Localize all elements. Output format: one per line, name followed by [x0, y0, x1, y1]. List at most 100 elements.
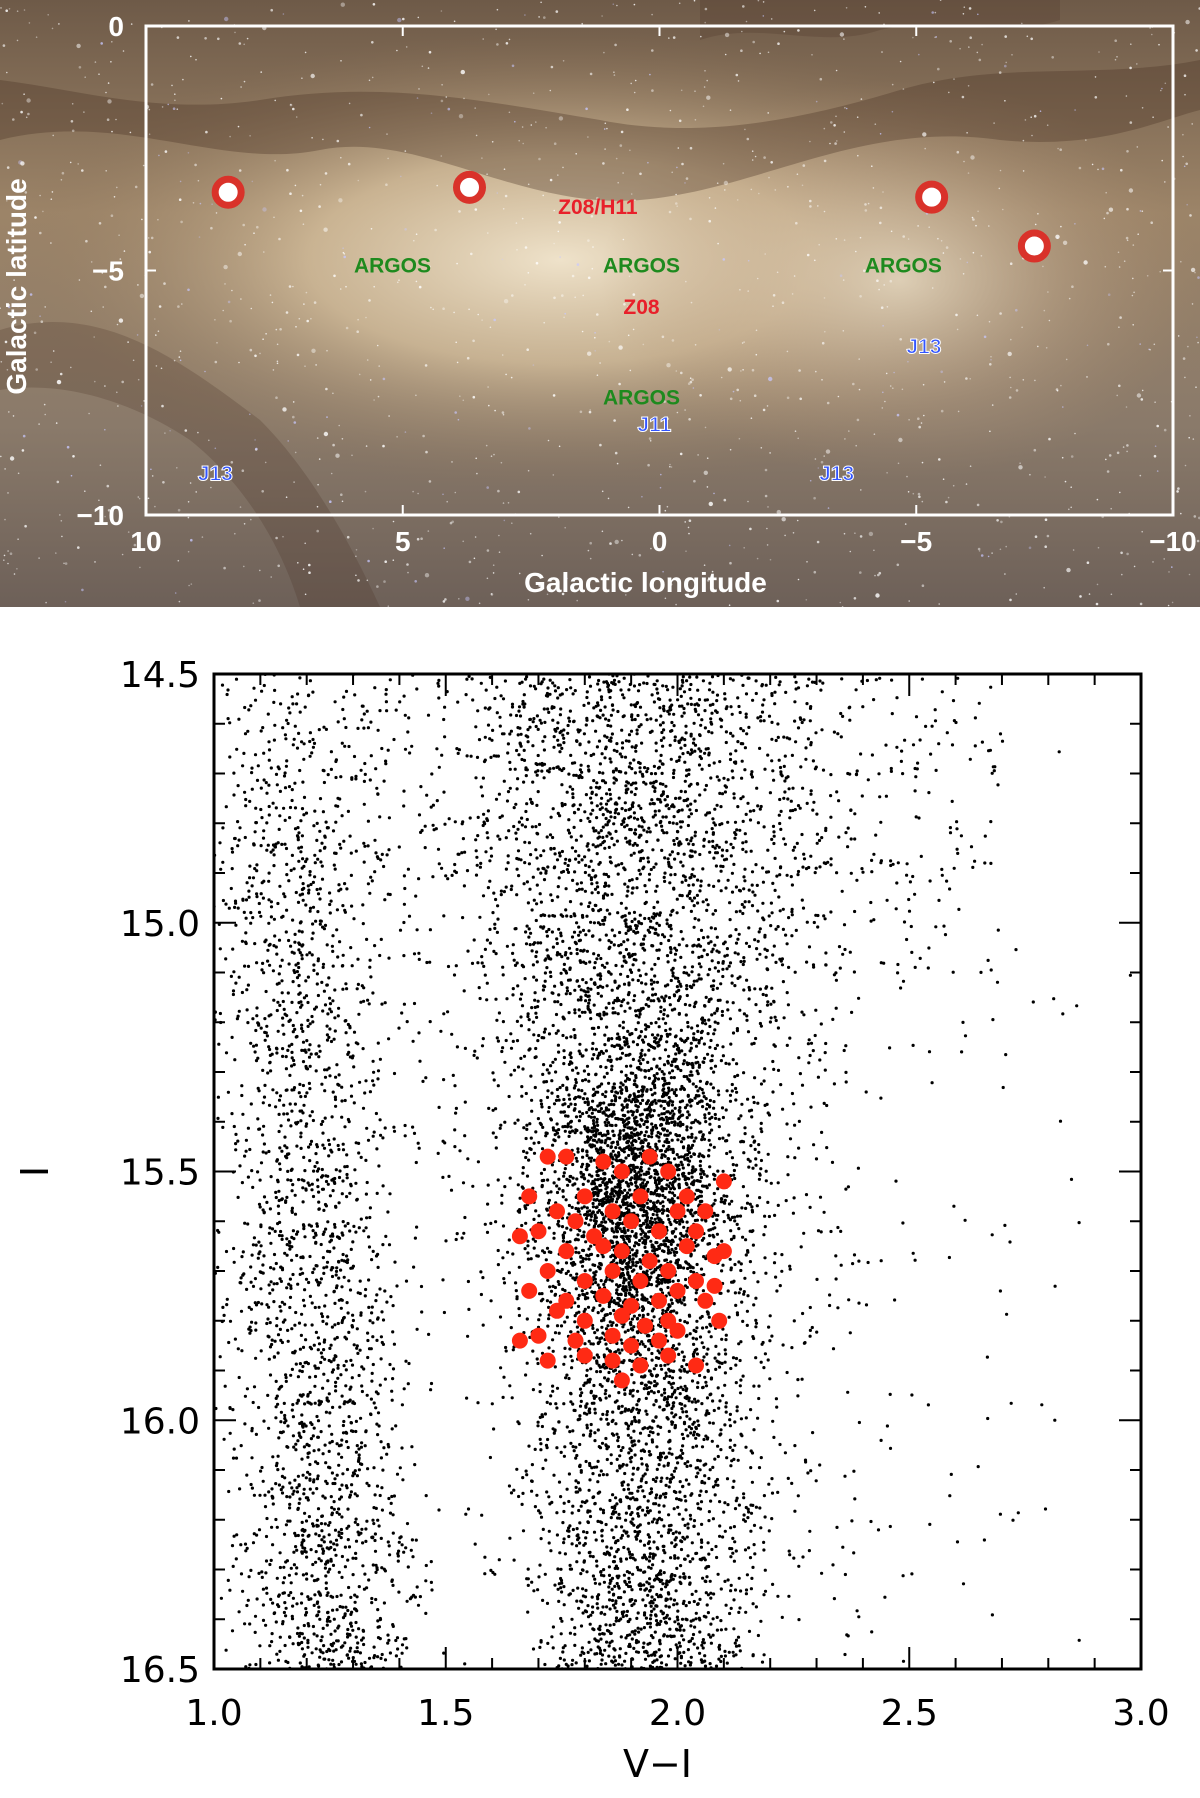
field-star-point — [455, 871, 458, 874]
field-star-point — [533, 899, 536, 902]
field-star-point — [596, 1597, 599, 1600]
field-star-point — [659, 1620, 662, 1623]
background-star — [459, 114, 463, 118]
field-star-point — [676, 1618, 679, 1621]
field-star-point — [661, 1309, 664, 1312]
background-star — [688, 382, 691, 385]
background-star — [604, 128, 606, 130]
background-star — [824, 297, 826, 299]
background-star — [254, 355, 257, 358]
field-star-point — [541, 1413, 544, 1416]
field-star-point — [761, 902, 764, 905]
background-star — [451, 461, 453, 463]
field-star-point — [557, 686, 560, 689]
field-star-point — [681, 1518, 684, 1521]
field-star-point — [603, 1172, 606, 1175]
background-star — [681, 163, 684, 166]
field-star-point — [742, 887, 745, 890]
background-star — [897, 414, 900, 417]
background-star — [467, 357, 470, 360]
field-star-point — [618, 1454, 621, 1457]
field-star-point — [594, 730, 597, 733]
field-star-point — [716, 1233, 719, 1236]
field-star-point — [419, 785, 422, 788]
field-star-point — [662, 721, 665, 724]
field-star-point — [702, 1386, 705, 1389]
background-star — [441, 10, 443, 12]
background-star — [881, 306, 884, 309]
field-star-point — [724, 1352, 727, 1355]
background-star — [903, 88, 905, 90]
field-star-point — [589, 786, 592, 789]
field-star-point — [658, 809, 661, 812]
background-star — [1116, 395, 1118, 397]
background-star — [1030, 116, 1032, 118]
field-star-point — [606, 984, 609, 987]
background-star — [970, 465, 972, 467]
field-star-point — [496, 931, 499, 934]
background-star — [138, 496, 140, 498]
field-star-point — [606, 1458, 609, 1461]
field-star-point — [673, 724, 676, 727]
field-star-point — [724, 1654, 727, 1657]
field-star-point — [718, 1366, 721, 1369]
field-star-point — [407, 868, 410, 871]
field-star-point — [678, 756, 681, 759]
field-star-point — [575, 1486, 578, 1489]
background-star — [981, 255, 983, 257]
field-star-point — [575, 1544, 578, 1547]
field-star-point — [611, 1432, 614, 1435]
field-star-point — [665, 1404, 668, 1407]
field-star-point — [524, 977, 527, 980]
field-star-point — [712, 984, 715, 987]
background-star — [977, 14, 979, 16]
background-star — [277, 344, 279, 346]
background-star — [594, 350, 596, 352]
background-star — [29, 22, 31, 24]
background-star — [458, 419, 460, 421]
field-star-point — [692, 983, 695, 986]
background-star — [1124, 260, 1126, 262]
background-star — [688, 533, 690, 535]
background-star — [522, 126, 524, 128]
background-star — [704, 70, 706, 72]
background-star — [531, 124, 533, 126]
field-star-point — [587, 1002, 590, 1005]
background-star — [651, 14, 653, 16]
background-star — [95, 61, 97, 63]
field-star-point — [600, 695, 603, 698]
field-star-point — [660, 1579, 663, 1582]
circle-field-3 — [919, 184, 945, 210]
field-star-point — [507, 790, 510, 793]
field-star-point — [500, 1194, 503, 1197]
field-star-point — [600, 1658, 603, 1661]
field-star-point — [530, 1006, 533, 1009]
background-star — [416, 281, 418, 283]
background-star — [836, 70, 838, 72]
background-star — [42, 211, 44, 213]
field-star-point — [603, 1353, 606, 1356]
background-star — [668, 37, 670, 39]
field-star-point — [608, 1565, 611, 1568]
background-star — [150, 469, 152, 471]
field-star-point — [513, 959, 516, 962]
background-star — [996, 519, 999, 522]
field-star-point — [806, 1471, 809, 1474]
field-star-point — [641, 990, 644, 993]
background-star — [1121, 574, 1123, 576]
field-star-point — [473, 938, 476, 941]
field-star-point — [624, 771, 627, 774]
field-star-point — [653, 790, 656, 793]
background-star — [148, 251, 151, 254]
background-star — [955, 314, 958, 317]
field-star-point — [768, 715, 771, 718]
field-star-point — [650, 1487, 653, 1490]
field-star-point — [529, 1075, 532, 1078]
field-star-point — [437, 685, 440, 688]
field-star-point — [688, 784, 691, 787]
field-star-point — [577, 776, 580, 779]
background-star — [1164, 429, 1167, 432]
field-star-point — [724, 1338, 727, 1341]
background-star — [880, 133, 882, 135]
